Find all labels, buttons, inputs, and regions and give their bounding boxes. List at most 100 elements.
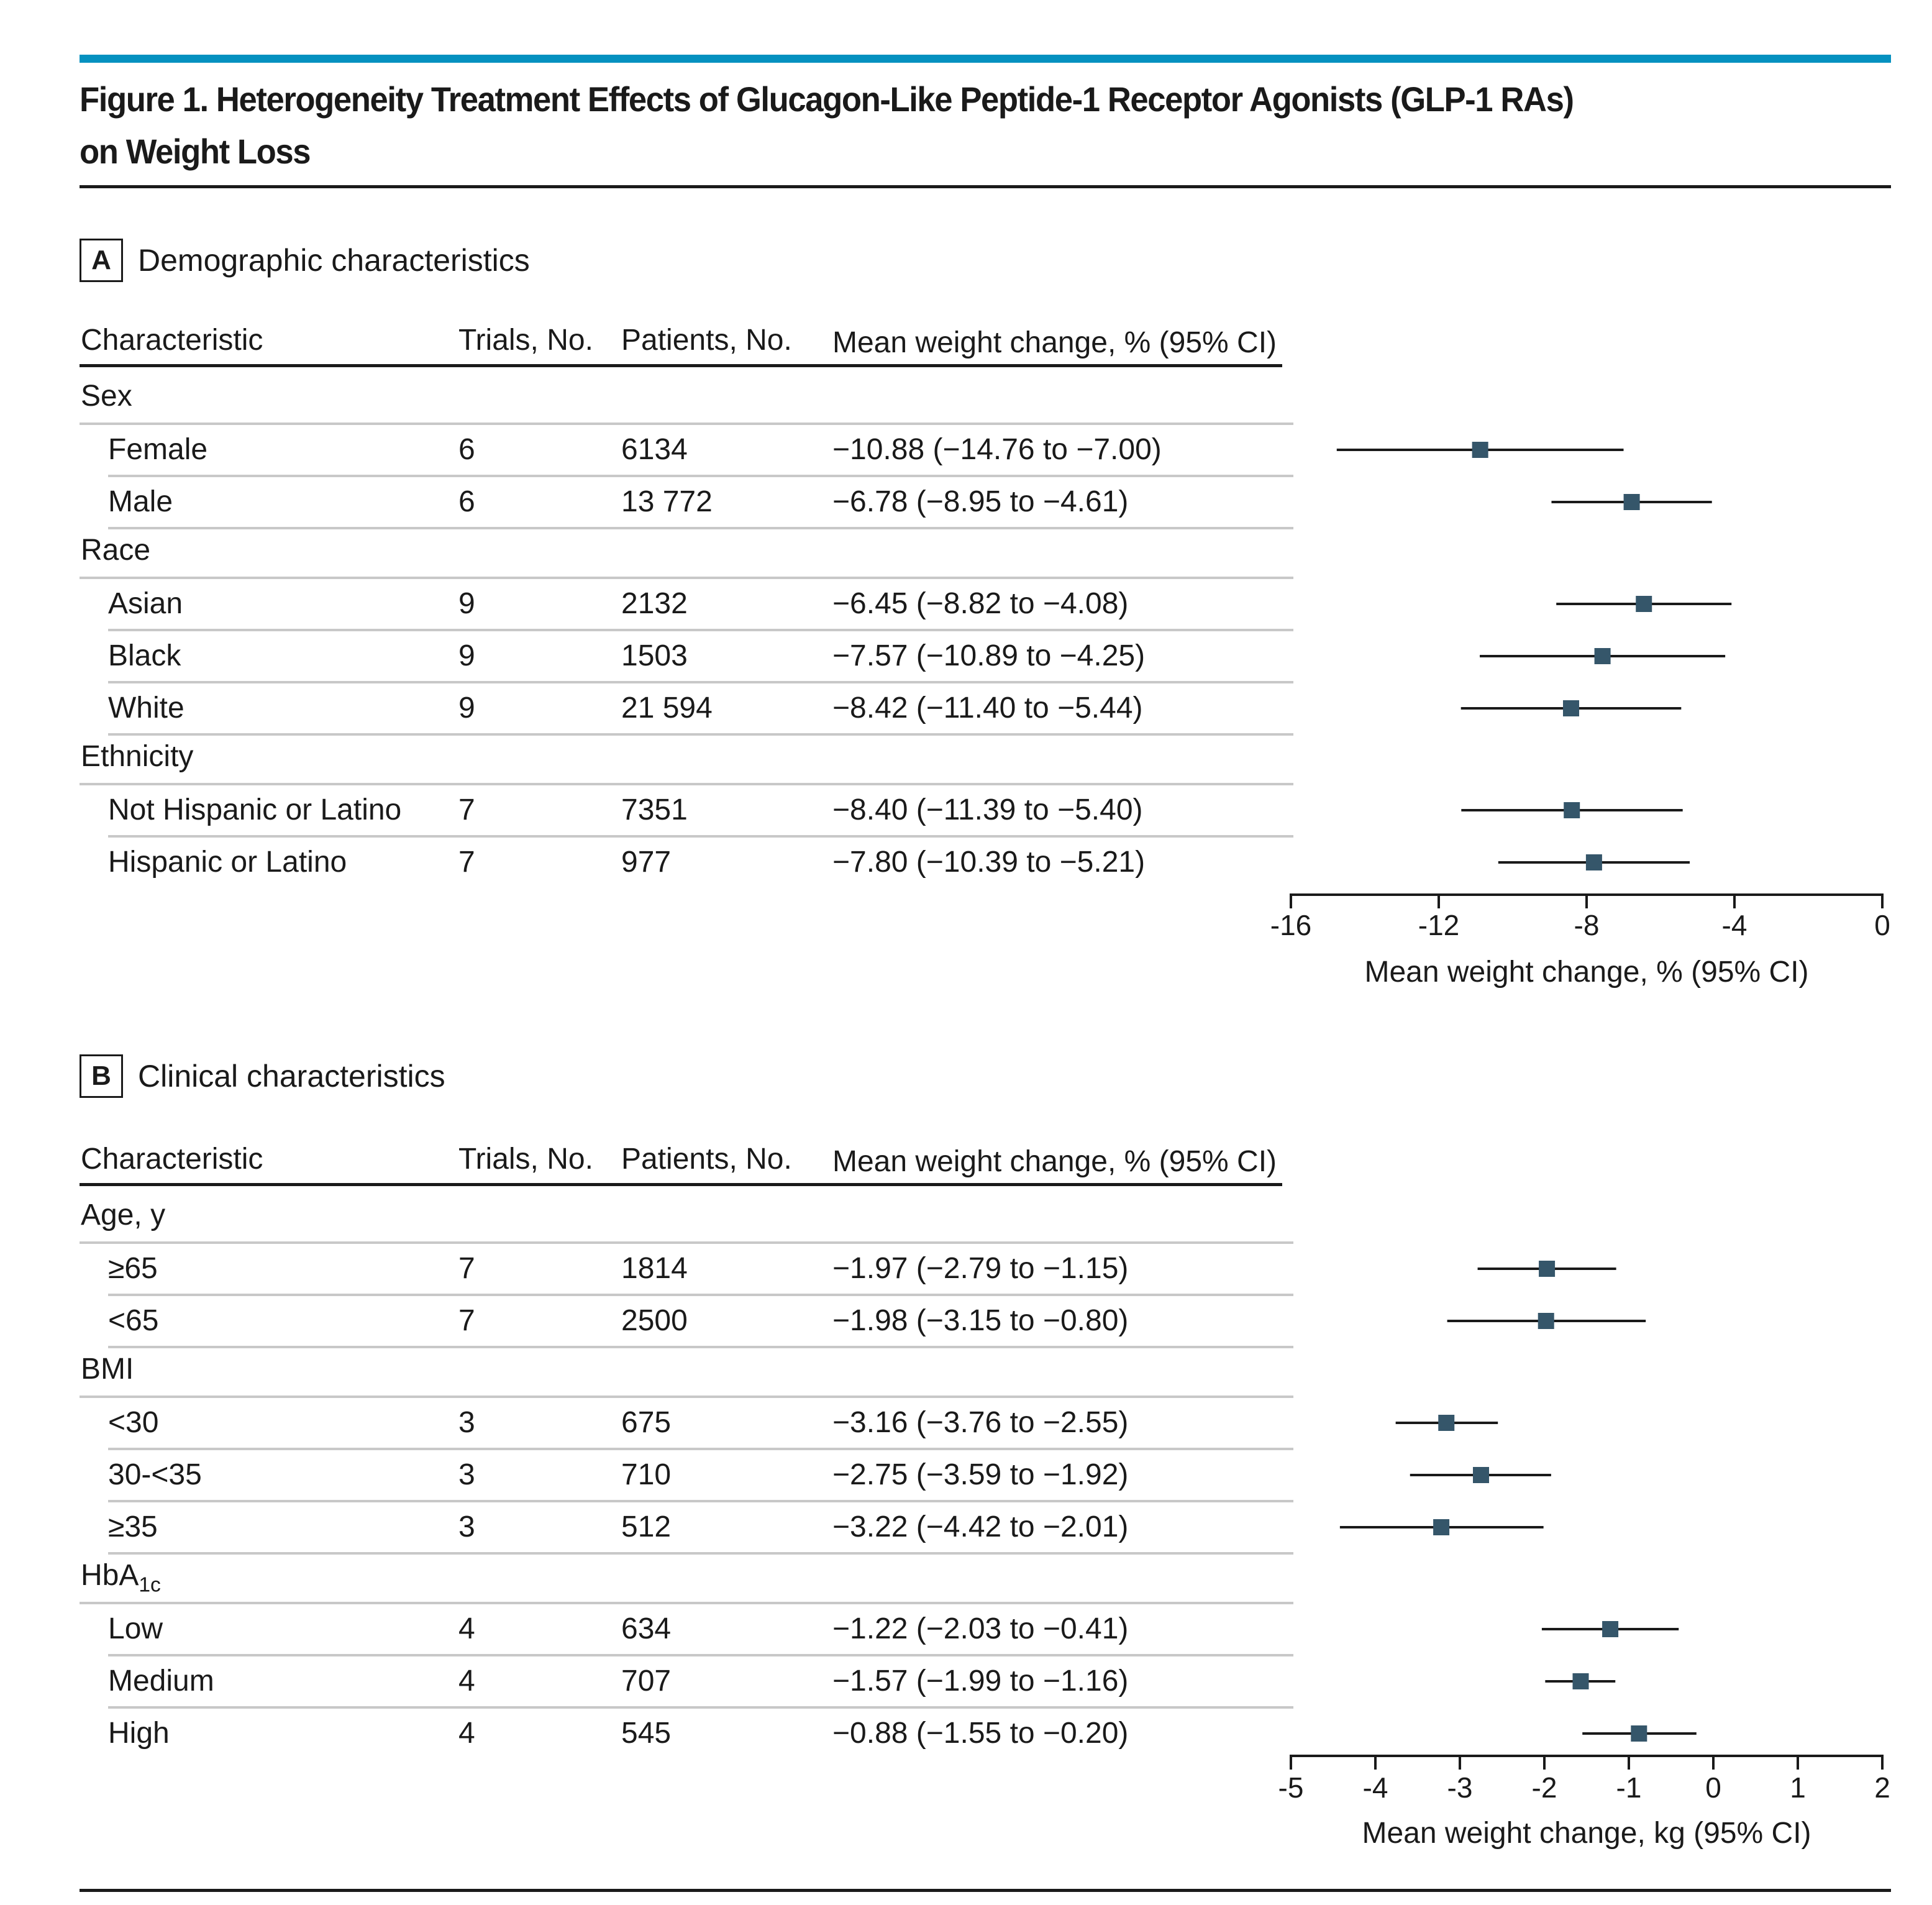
group-rule xyxy=(80,1602,1282,1604)
row-rule xyxy=(108,835,1282,838)
row-patients: 977 xyxy=(621,846,672,879)
forest-point-Asian xyxy=(1556,596,1732,612)
panel-a-label: A Demographic characteristics xyxy=(80,239,530,282)
row-rule xyxy=(108,733,1282,736)
row-label: Female xyxy=(108,433,208,466)
row-trials: 9 xyxy=(458,639,475,672)
group-label: Age, y xyxy=(81,1198,165,1233)
x-tick-label: 0 xyxy=(1705,1771,1721,1804)
row-rule xyxy=(108,1294,1282,1296)
row-label: Black xyxy=(108,639,181,672)
row-effect: −10.88 (−14.76 to −7.00) xyxy=(832,433,1162,466)
group-rule xyxy=(80,1396,1282,1398)
estimate-marker xyxy=(1594,648,1611,664)
x-axis-title: Mean weight change, % (95% CI) xyxy=(1364,956,1808,989)
group-label-subscript: 1c xyxy=(139,1573,161,1597)
row-trials: 4 xyxy=(458,1612,475,1645)
x-tick-label: -1 xyxy=(1616,1771,1642,1804)
forest-point-Female xyxy=(1336,442,1624,458)
row-effect: −8.42 (−11.40 to −5.44) xyxy=(832,692,1143,724)
figure-title-line2: on Weight Loss xyxy=(80,132,311,171)
x-tick-label: -2 xyxy=(1532,1771,1557,1804)
row-effect: −7.80 (−10.39 to −5.21) xyxy=(832,846,1146,879)
estimate-marker xyxy=(1585,854,1602,870)
row-patients: 2132 xyxy=(621,587,688,620)
panel-b-header-trials: Trials, No. xyxy=(458,1143,593,1176)
panel-b-header-characteristic: Characteristic xyxy=(81,1143,263,1176)
bottom-rule xyxy=(80,1889,1891,1892)
group-rule xyxy=(80,783,1282,785)
panel-b-header-effect: Mean weight change, % (95% CI) xyxy=(832,1145,1277,1178)
panel-b-letter: B xyxy=(80,1054,123,1098)
forest-point-Hispanic or Latino xyxy=(1498,854,1690,870)
group-label-text: Sex xyxy=(81,380,132,413)
group-label: Sex xyxy=(81,379,132,414)
row-patients: 1814 xyxy=(621,1252,688,1285)
group-label-text: Race xyxy=(81,534,151,567)
panel-a-letter: A xyxy=(80,239,123,282)
forest-point-<30 xyxy=(1395,1415,1498,1431)
row-trials: 7 xyxy=(458,793,475,826)
estimate-marker xyxy=(1539,1261,1556,1277)
row-trials: 3 xyxy=(458,1406,475,1439)
row-label: High xyxy=(108,1717,170,1750)
group-rule xyxy=(80,1241,1282,1244)
x-tick-label: -4 xyxy=(1722,909,1747,941)
panel-a-header-trials: Trials, No. xyxy=(458,324,593,357)
row-effect: −3.16 (−3.76 to −2.55) xyxy=(832,1406,1129,1439)
row-effect: −7.57 (−10.89 to −4.25) xyxy=(832,639,1146,672)
estimate-marker xyxy=(1473,1467,1489,1483)
panel-a-subtitle: Demographic characteristics xyxy=(138,243,530,278)
estimate-marker xyxy=(1563,700,1580,716)
row-label: ≥35 xyxy=(108,1510,158,1543)
forest-point-Black xyxy=(1480,648,1726,664)
panel-a-header-characteristic: Characteristic xyxy=(81,324,263,357)
figure-title: Figure 1. Heterogeneity Treatment Effect… xyxy=(80,73,1773,178)
row-effect: −0.88 (−1.55 to −0.20) xyxy=(832,1717,1129,1750)
row-trials: 9 xyxy=(458,692,475,724)
forest-point-Male xyxy=(1551,494,1712,510)
row-label: <65 xyxy=(108,1304,159,1337)
estimate-marker xyxy=(1602,1621,1619,1637)
row-label: 30-<35 xyxy=(108,1458,202,1491)
estimate-marker xyxy=(1564,802,1580,818)
x-tick-label: -3 xyxy=(1447,1771,1473,1804)
group-label-text: Ethnicity xyxy=(81,740,194,773)
row-rule xyxy=(108,681,1282,683)
row-rule xyxy=(108,1448,1282,1450)
panel-b-header-patients: Patients, No. xyxy=(621,1143,792,1176)
row-trials: 7 xyxy=(458,846,475,879)
panel-b-header-rule xyxy=(80,1183,1282,1186)
row-label: Hispanic or Latino xyxy=(108,846,347,879)
row-label: Not Hispanic or Latino xyxy=(108,793,402,826)
x-tick-label: -5 xyxy=(1278,1771,1304,1804)
panel-b-subtitle: Clinical characteristics xyxy=(138,1059,445,1094)
row-rule xyxy=(108,1706,1282,1709)
row-effect: −1.98 (−3.15 to −0.80) xyxy=(832,1304,1129,1337)
row-rule xyxy=(108,1346,1282,1348)
panel-a-header-patients: Patients, No. xyxy=(621,324,792,357)
x-tick-label: -12 xyxy=(1418,909,1459,941)
forest-point-≥65 xyxy=(1477,1261,1616,1277)
row-effect: −8.40 (−11.39 to −5.40) xyxy=(832,793,1143,826)
row-patients: 710 xyxy=(621,1458,672,1491)
row-rule xyxy=(108,1654,1282,1656)
top-accent-bar xyxy=(80,55,1891,63)
row-trials: 6 xyxy=(458,485,475,518)
row-trials: 3 xyxy=(458,1510,475,1543)
row-label: White xyxy=(108,692,185,724)
forest-point-30-<35 xyxy=(1410,1467,1551,1483)
row-trials: 6 xyxy=(458,433,475,466)
panel-a-header-rule xyxy=(80,364,1282,367)
row-rule xyxy=(108,1552,1282,1555)
estimate-marker xyxy=(1438,1415,1455,1431)
row-effect: −1.22 (−2.03 to −0.41) xyxy=(832,1612,1129,1645)
row-rule xyxy=(108,1500,1282,1502)
row-trials: 3 xyxy=(458,1458,475,1491)
forest-point-Medium xyxy=(1545,1673,1616,1689)
group-rule xyxy=(80,423,1282,425)
row-label: Asian xyxy=(108,587,183,620)
row-effect: −1.97 (−2.79 to −1.15) xyxy=(832,1252,1129,1285)
